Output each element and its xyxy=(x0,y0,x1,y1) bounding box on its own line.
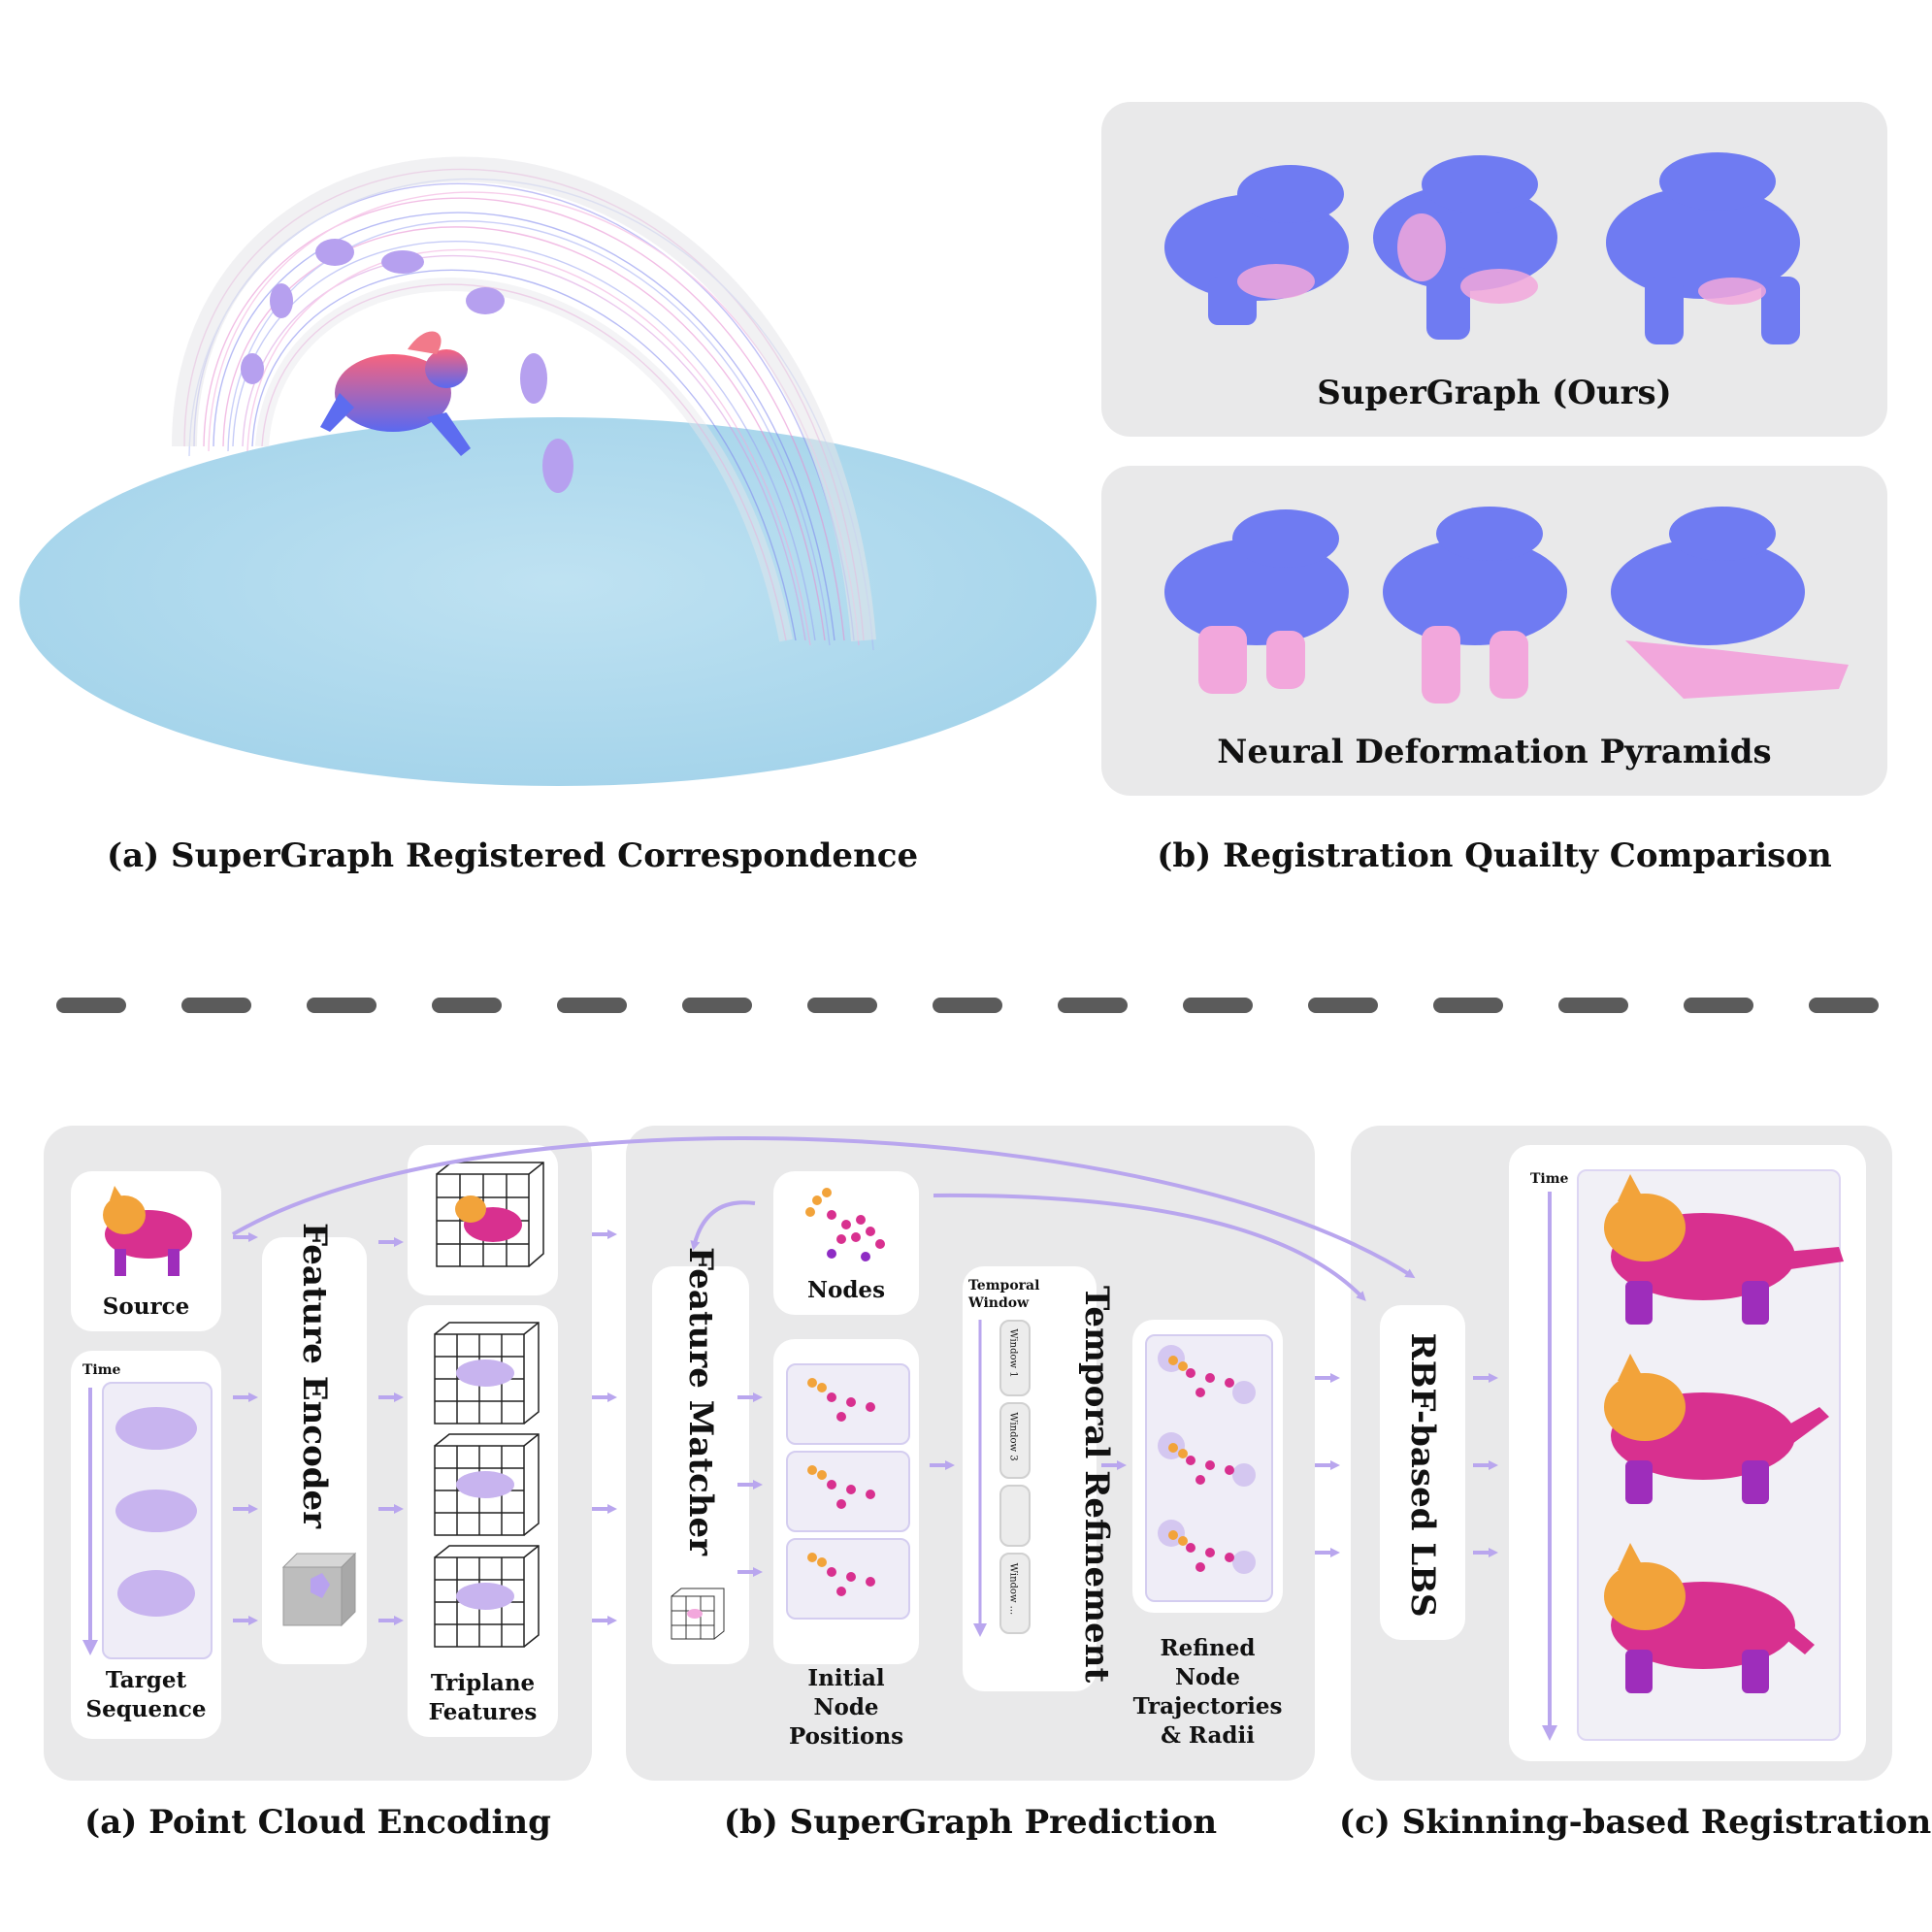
triplane-source-card xyxy=(408,1145,558,1295)
rbf-lbs-label: RBF-based LBS xyxy=(1403,1332,1442,1618)
ndp-results xyxy=(1164,507,1849,704)
window-1 xyxy=(999,1320,1031,1396)
feature-matcher-card: Feature Matcher xyxy=(652,1247,749,1664)
correspondence-figure xyxy=(19,58,1097,796)
initial-label-line2: Node xyxy=(813,1694,879,1720)
correspondence-illustration xyxy=(19,156,1097,786)
bunny-mesh xyxy=(320,331,471,456)
nodes-label: Nodes xyxy=(806,1277,886,1303)
target-label-line1: Target xyxy=(105,1667,187,1693)
triplane-grids xyxy=(434,1322,540,1648)
triplane-label-line1: Triplane xyxy=(430,1670,536,1696)
caption-point-cloud-encoding: (a) Point Cloud Encoding xyxy=(84,1803,551,1842)
window-more-label: Window ... xyxy=(1007,1562,1019,1616)
window-1-label: Window 1 xyxy=(1007,1328,1019,1378)
triplane-source-grid xyxy=(436,1162,544,1267)
temporal-window-axis xyxy=(973,1320,987,1637)
feature-encoder-card: Feature Encoder xyxy=(262,1223,367,1664)
caption-supergraph-prediction: (b) SuperGraph Prediction xyxy=(723,1803,1218,1842)
refined-label-line4: & Radii xyxy=(1161,1722,1255,1749)
window-3 xyxy=(999,1402,1031,1479)
triplane-features-card: Triplane Features xyxy=(408,1305,558,1737)
triplane-label-line2: Features xyxy=(428,1699,538,1725)
floating-point-clouds xyxy=(241,239,573,493)
caption-comparison: (b) Registration Quailty Comparison xyxy=(1157,836,1832,875)
refined-label-line2: Node xyxy=(1174,1664,1241,1690)
temporal-refinement-label: Temporal Refinement xyxy=(1077,1286,1116,1684)
time-right-label: Time xyxy=(1530,1171,1569,1187)
source-point-cloud xyxy=(103,1186,192,1276)
registered-sequence xyxy=(1542,1174,1844,1741)
window-more xyxy=(999,1553,1031,1634)
initial-positions-card xyxy=(773,1339,919,1664)
supergraph-results xyxy=(1164,152,1800,344)
caption-correspondence: (a) SuperGraph Registered Correspondence xyxy=(107,836,919,875)
method-label-ndp: Neural Deformation Pyramids xyxy=(1217,733,1772,771)
refined-label-line1: Refined xyxy=(1160,1635,1256,1661)
initial-node-clouds xyxy=(807,1378,875,1596)
target-label-line2: Sequence xyxy=(85,1696,207,1722)
refined-trajectories-card xyxy=(1132,1320,1283,1613)
window-3-label: Window 3 xyxy=(1007,1412,1019,1461)
comparison-panel-supergraph: SuperGraph (Ours) xyxy=(1101,102,1887,437)
caption-skinning-registration: (c) Skinning-based Registration xyxy=(1339,1803,1932,1842)
method-label-supergraph: SuperGraph (Ours) xyxy=(1317,374,1672,412)
target-sequence-card: Time Target Sequence xyxy=(71,1351,221,1739)
window-mid xyxy=(999,1485,1031,1547)
target-point-clouds xyxy=(82,1388,197,1655)
rbf-lbs-card: RBF-based LBS xyxy=(1380,1305,1465,1640)
initial-label-line1: Initial xyxy=(807,1665,885,1691)
registration-output-card: Time xyxy=(1509,1145,1866,1761)
ground-plane xyxy=(19,417,1097,786)
nodes-card: Nodes xyxy=(773,1171,919,1315)
refined-label-line3: Trajectories xyxy=(1132,1693,1283,1719)
source-label: Source xyxy=(102,1293,190,1320)
encoder-cube-icon xyxy=(281,1552,357,1627)
initial-label-line3: Positions xyxy=(788,1723,904,1750)
temporal-refinement-card: Temporal Window Window 1 Window 3 Window… xyxy=(963,1266,1116,1691)
refined-node-clouds xyxy=(1158,1345,1256,1574)
source-card: Source xyxy=(71,1171,221,1331)
matcher-grid-icon xyxy=(671,1588,725,1640)
comparison-panel-ndp: Neural Deformation Pyramids xyxy=(1101,466,1887,796)
time-label: Time xyxy=(82,1362,121,1378)
